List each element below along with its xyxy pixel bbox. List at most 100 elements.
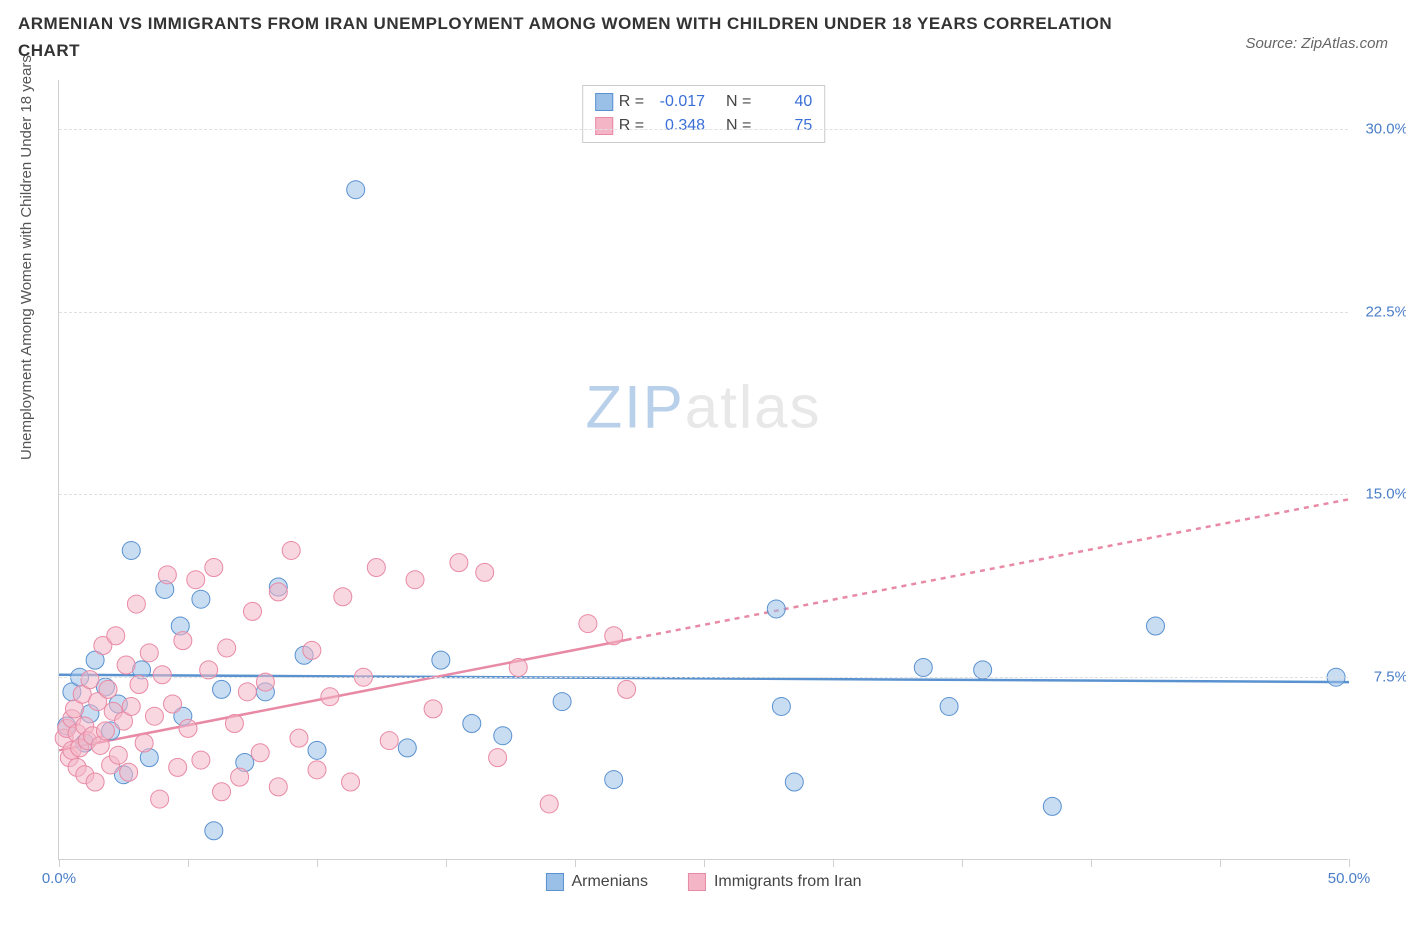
gridline xyxy=(59,677,1348,678)
x-tick xyxy=(59,859,60,867)
r-value-1: 0.348 xyxy=(650,114,705,138)
data-point xyxy=(205,559,223,577)
legend-item-0: Armenians xyxy=(545,873,647,891)
x-tick xyxy=(962,859,963,867)
data-point xyxy=(192,590,210,608)
data-point xyxy=(380,732,398,750)
data-point xyxy=(1147,617,1165,635)
data-point xyxy=(120,763,138,781)
data-point xyxy=(117,656,135,674)
data-point xyxy=(213,680,231,698)
data-point xyxy=(342,773,360,791)
data-point xyxy=(605,771,623,789)
chart-title: ARMENIAN VS IMMIGRANTS FROM IRAN UNEMPLO… xyxy=(18,10,1118,64)
data-point xyxy=(192,751,210,769)
x-tick xyxy=(1220,859,1221,867)
r-value-0: -0.017 xyxy=(650,90,705,114)
data-point xyxy=(450,554,468,572)
correlation-row-0: R = -0.017 N = 40 xyxy=(595,90,813,114)
data-point xyxy=(200,661,218,679)
legend-item-1: Immigrants from Iran xyxy=(688,873,862,891)
x-tick xyxy=(446,859,447,867)
y-axis-label: Unemployment Among Women with Children U… xyxy=(18,55,35,460)
data-point xyxy=(785,773,803,791)
x-tick xyxy=(1349,859,1350,867)
x-tick-label: 0.0% xyxy=(42,870,76,887)
data-point xyxy=(86,773,104,791)
y-tick-label: 15.0% xyxy=(1365,486,1406,503)
data-point xyxy=(334,588,352,606)
data-point xyxy=(398,739,416,757)
data-point xyxy=(218,639,236,657)
legend-label-0: Armenians xyxy=(571,873,647,891)
data-point xyxy=(269,583,287,601)
data-point xyxy=(164,695,182,713)
data-point xyxy=(974,661,992,679)
data-point xyxy=(213,783,231,801)
data-point xyxy=(618,680,636,698)
data-point xyxy=(772,697,790,715)
data-point xyxy=(158,566,176,584)
gridline xyxy=(59,312,1348,313)
data-point xyxy=(256,673,274,691)
data-point xyxy=(579,615,597,633)
data-point xyxy=(244,602,262,620)
data-point xyxy=(476,563,494,581)
data-point xyxy=(1043,797,1061,815)
data-point xyxy=(130,676,148,694)
data-point xyxy=(303,641,321,659)
y-tick-label: 30.0% xyxy=(1365,120,1406,137)
data-point xyxy=(424,700,442,718)
data-point xyxy=(269,778,287,796)
x-tick xyxy=(188,859,189,867)
scatter-plot-svg xyxy=(59,80,1348,859)
data-point xyxy=(282,541,300,559)
legend-swatch-icon xyxy=(688,873,706,891)
data-point xyxy=(151,790,169,808)
data-point xyxy=(122,697,140,715)
data-point xyxy=(127,595,145,613)
legend-swatch-0 xyxy=(595,93,613,111)
data-point xyxy=(225,715,243,733)
gridline xyxy=(59,129,1348,130)
n-label: N = xyxy=(726,114,751,138)
x-tick xyxy=(575,859,576,867)
data-point xyxy=(767,600,785,618)
data-point xyxy=(140,644,158,662)
data-point xyxy=(940,697,958,715)
x-tick xyxy=(704,859,705,867)
data-point xyxy=(179,719,197,737)
n-label: N = xyxy=(726,90,751,114)
data-point xyxy=(463,715,481,733)
data-point xyxy=(99,680,117,698)
r-label: R = xyxy=(619,90,644,114)
data-point xyxy=(107,627,125,645)
data-point xyxy=(251,744,269,762)
data-point xyxy=(81,671,99,689)
data-point xyxy=(605,627,623,645)
gridline xyxy=(59,494,1348,495)
data-point xyxy=(145,707,163,725)
data-point xyxy=(347,181,365,199)
legend-swatch-icon xyxy=(545,873,563,891)
chart-plot-area: ZIPatlas R = -0.017 N = 40 R = 0.348 N =… xyxy=(58,80,1348,860)
x-tick xyxy=(317,859,318,867)
data-point xyxy=(914,658,932,676)
source-label: Source: ZipAtlas.com xyxy=(1245,35,1388,52)
data-point xyxy=(122,541,140,559)
data-point xyxy=(169,758,187,776)
data-point xyxy=(174,632,192,650)
y-tick-label: 22.5% xyxy=(1365,303,1406,320)
r-label: R = xyxy=(619,114,644,138)
data-point xyxy=(494,727,512,745)
x-tick xyxy=(1091,859,1092,867)
data-point xyxy=(96,722,114,740)
data-point xyxy=(135,734,153,752)
data-point xyxy=(406,571,424,589)
series-legend: Armenians Immigrants from Iran xyxy=(545,873,861,891)
y-tick-label: 7.5% xyxy=(1374,669,1406,686)
trend-line xyxy=(59,675,1349,682)
x-tick xyxy=(833,859,834,867)
data-point xyxy=(367,559,385,577)
n-value-1: 75 xyxy=(757,114,812,138)
